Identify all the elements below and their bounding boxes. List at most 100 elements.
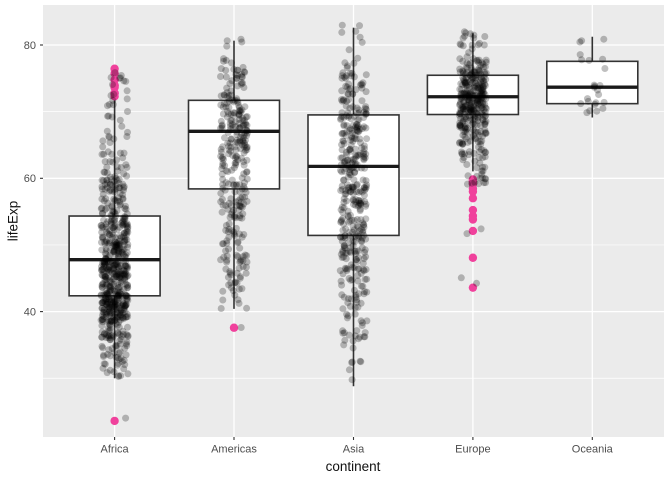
jitter-point <box>111 261 119 269</box>
jitter-point <box>476 95 484 103</box>
jitter-point <box>109 299 117 307</box>
jitter-point <box>121 215 129 223</box>
jitter-point <box>477 99 485 107</box>
jitter-point <box>105 263 113 271</box>
jitter-point <box>110 303 117 311</box>
jitter-point <box>101 238 109 246</box>
jitter-point <box>102 334 110 342</box>
jitter-point <box>222 179 230 187</box>
jitter-point <box>456 101 464 109</box>
jitter-point <box>217 145 225 153</box>
jitter-point <box>472 74 479 82</box>
jitter-point <box>357 225 365 233</box>
jitter-point <box>225 97 233 105</box>
jitter-point <box>114 167 122 175</box>
jitter-point <box>114 292 122 300</box>
jitter-point <box>120 238 128 245</box>
jitter-point <box>110 307 117 315</box>
jitter-point <box>459 117 467 125</box>
jitter-point <box>98 209 106 217</box>
jitter-point <box>218 165 226 173</box>
jitter-point <box>103 318 111 326</box>
jitter-point <box>120 271 128 278</box>
jitter-point <box>457 115 465 123</box>
jitter-point <box>103 179 111 187</box>
jitter-point <box>348 133 356 140</box>
jitter-point <box>482 69 490 77</box>
jitter-point <box>106 311 114 319</box>
jitter-point <box>482 105 490 112</box>
jitter-point <box>592 99 600 107</box>
jitter-point <box>123 272 131 280</box>
jitter-point <box>458 93 465 101</box>
jitter-point <box>466 116 474 124</box>
jitter-point <box>121 213 129 221</box>
jitter-point <box>351 131 359 139</box>
jitter-point <box>106 307 114 315</box>
jitter-point <box>227 147 235 155</box>
jitter-point <box>120 183 128 191</box>
jitter-point <box>457 274 465 282</box>
jitter-point <box>338 96 345 104</box>
jitter-point <box>99 280 106 288</box>
jitter-point <box>107 296 115 304</box>
jitter-point <box>345 366 353 374</box>
jitter-point <box>113 239 121 247</box>
jitter-point <box>104 290 112 298</box>
outlier-point <box>229 323 239 332</box>
jitter-point <box>227 195 235 203</box>
jitter-point <box>113 308 120 316</box>
jitter-point <box>238 154 245 162</box>
jitter-point <box>471 134 479 142</box>
jitter-point <box>106 352 114 360</box>
jitter-point <box>98 221 106 229</box>
jitter-point <box>473 121 481 129</box>
jitter-point <box>218 208 226 216</box>
jitter-point <box>472 135 480 143</box>
jitter-point <box>109 224 117 232</box>
jitter-point <box>349 237 357 245</box>
jitter-point <box>235 197 243 205</box>
jitter-point <box>222 202 230 209</box>
jitter-point <box>111 299 119 307</box>
boxplot-africa <box>68 64 161 426</box>
jitter-point <box>337 233 345 241</box>
jitter-point <box>353 127 361 135</box>
jitter-point <box>217 256 225 264</box>
jitter-point <box>347 156 355 164</box>
jitter-point <box>358 244 366 252</box>
jitter-point <box>242 263 250 271</box>
jitter-point <box>461 107 469 115</box>
jitter-point <box>234 66 242 74</box>
jitter-point <box>355 197 363 205</box>
jitter-point <box>352 198 360 206</box>
jitter-point <box>361 275 369 283</box>
jitter-point <box>227 125 234 133</box>
jitter-point <box>118 248 126 256</box>
jitter-point <box>356 207 364 215</box>
jitter-point <box>111 242 119 250</box>
jitter-point <box>97 222 105 230</box>
jitter-point <box>110 303 118 310</box>
jitter-point <box>111 69 119 77</box>
jitter-point <box>462 113 470 121</box>
jitter-point <box>599 105 607 112</box>
jitter-point <box>116 283 124 291</box>
jitter-point <box>121 234 129 242</box>
jitter-point <box>468 105 476 113</box>
jitter-point <box>352 247 360 255</box>
jitter-point <box>347 261 355 269</box>
jitter-point <box>241 129 249 137</box>
jitter-point <box>231 279 239 287</box>
jitter-point <box>111 287 118 295</box>
jitter-point <box>341 73 348 81</box>
jitter-point <box>355 233 363 241</box>
jitter-point <box>110 177 118 185</box>
jitter-point <box>233 95 241 103</box>
jitter-point <box>97 205 105 213</box>
jitter-point <box>338 291 346 299</box>
jitter-point <box>472 95 480 103</box>
jitter-point <box>99 308 107 316</box>
jitter-point <box>344 299 352 307</box>
jitter-point <box>473 279 480 287</box>
